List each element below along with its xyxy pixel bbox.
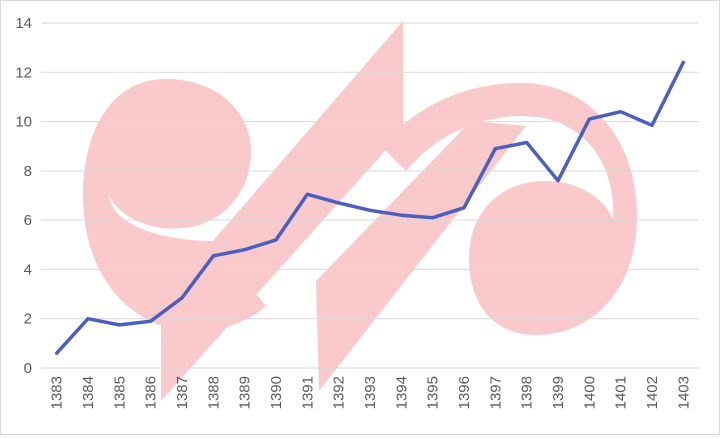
y-tick-label: 10 [15,114,32,131]
x-tick-label: 1389 [237,376,254,409]
data-point [337,201,341,205]
data-point [650,123,654,127]
data-point [243,248,247,252]
x-tick-label: 1387 [174,376,191,409]
data-point [681,60,685,64]
right-crescent-shape [381,83,637,335]
x-tick-label: 1384 [80,376,97,409]
data-point [368,208,372,212]
logo-watermark [83,21,637,401]
data-point [525,141,529,145]
x-tick-label: 1397 [487,376,504,409]
y-axis-ticks: 0 2 4 6 8 10 12 14 [15,15,32,377]
y-tick-label: 0 [24,360,32,377]
data-point [619,110,623,114]
y-tick-label: 14 [15,15,32,32]
x-tick-label: 1391 [299,376,316,409]
series-group [54,60,686,355]
data-point [180,296,184,300]
data-point [305,192,309,196]
x-tick-label: 1402 [644,376,661,409]
y-tick-label: 8 [24,163,32,180]
data-point [462,206,466,210]
x-tick-label: 1396 [456,376,473,409]
y-tick-label: 6 [24,212,32,229]
data-point [274,238,278,242]
x-tick-label: 1400 [581,376,598,409]
data-point [587,117,591,121]
data-point [556,179,560,183]
data-point [117,323,121,327]
data-point [149,319,153,323]
x-tick-label: 1394 [393,376,410,409]
x-axis-ticks: 1383 1384 1385 1386 1387 1388 1389 1390 1391 1392… [49,376,693,409]
y-tick-label: 2 [24,311,32,328]
data-point [399,213,403,217]
x-tick-label: 1395 [425,376,442,409]
x-tick-label: 1403 [675,376,692,409]
x-tick-label: 1388 [205,376,222,409]
data-point [211,254,215,258]
x-tick-label: 1390 [268,376,285,409]
x-tick-label: 1386 [143,376,160,409]
center-band-shape [161,21,403,401]
data-point [86,317,90,321]
x-tick-label: 1392 [331,376,348,409]
data-point [431,216,435,220]
data-point [55,351,59,355]
x-tick-label: 1385 [111,376,128,409]
y-tick-label: 12 [15,64,32,81]
x-tick-label: 1393 [362,376,379,409]
y-tick-label: 4 [24,261,32,278]
data-point [493,147,497,151]
x-tick-label: 1383 [49,376,66,409]
x-tick-label: 1398 [519,376,536,409]
x-tick-label: 1399 [550,376,567,409]
x-tick-label: 1401 [613,376,630,409]
